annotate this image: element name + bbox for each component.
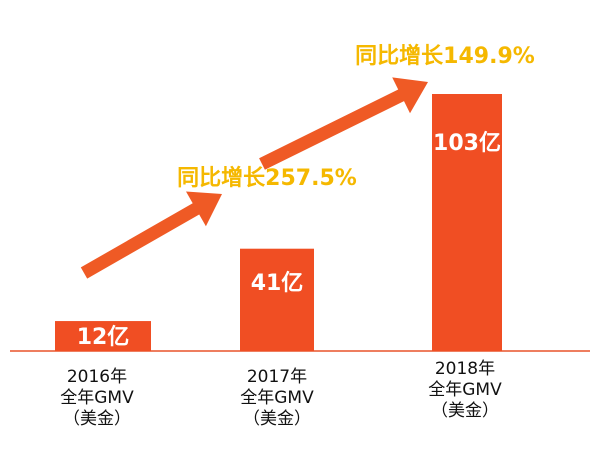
growth-arrow-2017 [80, 191, 222, 279]
bar-value-label-1: 41亿 [251, 271, 304, 296]
category-label-2-line-2: （美金） [431, 401, 499, 421]
category-label-1-line-0: 2017年 [247, 367, 307, 387]
category-label-0-line-1: 全年GMV [60, 388, 134, 408]
category-label-0-line-2: （美金） [63, 409, 131, 429]
bar-2 [432, 94, 502, 351]
category-label-2-line-1: 全年GMV [428, 380, 502, 400]
growth-label-0: 同比增长257.5% [177, 165, 357, 191]
bar-value-label-0: 12亿 [77, 325, 130, 350]
category-label-1-line-2: （美金） [243, 409, 311, 429]
bar-0 [55, 321, 151, 351]
category-label-2-line-0: 2018年 [435, 359, 495, 379]
bar-value-label-2: 103亿 [433, 131, 501, 156]
category-label-1-line-1: 全年GMV [240, 388, 314, 408]
growth-arrow-2018 [259, 77, 428, 170]
growth-arrow-2017-shape [80, 191, 222, 279]
growth-arrow-2018-shape [259, 77, 428, 170]
growth-label-1: 同比增长149.9% [355, 43, 535, 69]
category-label-0-line-0: 2016年 [67, 367, 127, 387]
bar-1 [240, 248, 314, 351]
